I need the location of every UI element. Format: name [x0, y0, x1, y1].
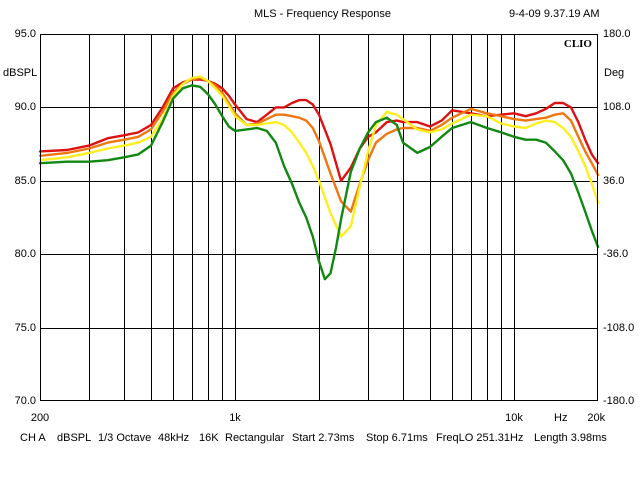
y2-tick-label: -36.0 [603, 248, 629, 261]
y2-tick-label: 108.0 [603, 101, 631, 114]
series-line-green [38, 84, 600, 281]
series-line-yellow [38, 75, 600, 238]
footer-smoothing: 1/3 Octave [98, 432, 152, 444]
footer-stop: Stop 6.71ms [366, 432, 428, 444]
footer-start: Start 2.73ms [292, 432, 355, 444]
y-tick-label: 80.0 [14, 248, 36, 261]
x-tick-label: 10k [505, 412, 523, 424]
footer-unit: dBSPL [57, 432, 92, 444]
timestamp: 9-4-09 9.37.19 AM [509, 8, 600, 20]
footer-window: Rectangular [225, 432, 285, 444]
y-axis-label: dBSPL [3, 67, 38, 79]
y2-tick-label: -108.0 [603, 321, 635, 334]
clio-watermark: CLIO [564, 38, 593, 50]
y-tick-label: 70.0 [14, 395, 36, 407]
y-tick-label: 90.0 [14, 101, 36, 114]
footer-sample-rate: 48kHz [158, 432, 190, 444]
x-axis-unit-label: Hz [554, 412, 568, 424]
plot-frame [40, 34, 598, 401]
y-tick-label: 85.0 [14, 174, 36, 187]
y-tick-label: 95.0 [14, 28, 36, 40]
footer-fft-size: 16K [199, 432, 219, 444]
footer-length: Length 3.98ms [534, 432, 607, 444]
x-tick-label: 200 [30, 412, 50, 424]
x-tick-label: 1k [229, 412, 241, 424]
y2-axis-label: Deg [604, 67, 625, 79]
footer-channel: CH A [20, 432, 46, 444]
y2-tick-label: -180.0 [603, 395, 635, 407]
y2-tick-label: 36.0 [603, 174, 625, 187]
series-line-red [38, 78, 600, 183]
x-tick-label: 20k [587, 412, 606, 424]
footer-freqlo: FreqLO 251.31Hz [436, 432, 524, 444]
y-tick-label: 75.0 [14, 321, 36, 334]
chart-title: MLS - Frequency Response [254, 8, 391, 20]
y2-tick-label: 180.0 [603, 28, 631, 40]
